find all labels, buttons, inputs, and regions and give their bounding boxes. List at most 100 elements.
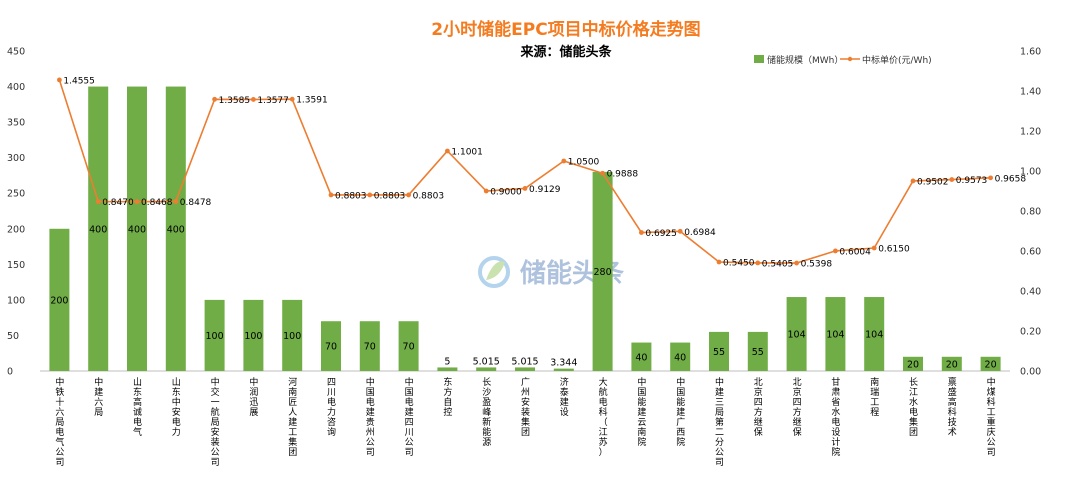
price-point <box>639 230 644 235</box>
price-point <box>949 177 955 182</box>
bar-value-label: 20 <box>985 359 997 370</box>
price-point <box>328 192 334 198</box>
y-left-tick-label: 150 <box>7 260 25 271</box>
price-point <box>755 260 761 266</box>
x-tick-label: 中建六局 <box>94 376 103 418</box>
price-value-label: 1.3591 <box>296 96 328 106</box>
bar-value-label: 280 <box>594 267 612 278</box>
bar <box>670 342 691 371</box>
x-tick-label: 中建三局第二分公司 <box>715 376 724 468</box>
bar <box>243 299 264 371</box>
bar-series <box>49 86 1001 372</box>
line-series <box>57 77 993 266</box>
chart-title: 2小时储能EPC项目中标价格走势图 <box>431 19 700 40</box>
y-right-tick-label: 0.80 <box>1020 207 1041 218</box>
price-value-label: 1.0500 <box>568 158 600 168</box>
y-right-tick-label: 0.60 <box>1020 247 1041 258</box>
x-tick-label: 中国能建广西院 <box>676 376 685 448</box>
price-value-label: 0.8478 <box>180 198 212 208</box>
price-point <box>95 199 101 205</box>
price-value-label: 0.5405 <box>762 259 794 269</box>
bar-value-label: 100 <box>283 331 301 342</box>
price-value-label: 0.8803 <box>374 191 406 201</box>
price-value-label: 0.8803 <box>335 191 367 201</box>
x-tick-label: 中煤科工重庆公司 <box>987 376 996 458</box>
bar <box>476 367 497 371</box>
price-value-label: 0.8470 <box>102 198 134 208</box>
bar <box>592 171 613 371</box>
bar-value-label: 55 <box>752 347 764 358</box>
bar-value-label: 70 <box>325 342 337 353</box>
bar <box>359 321 380 371</box>
x-tick-label: 河南匠人建工集团 <box>288 376 297 458</box>
price-value-label: 0.5450 <box>723 259 755 269</box>
price-value-label: 0.9502 <box>917 177 949 187</box>
bar-value-label: 5 <box>444 356 450 367</box>
x-tick-label: 中润迅展 <box>249 376 258 418</box>
x-tick-label: 北京四方继保 <box>793 377 802 438</box>
x-tick-label: 广州安装集团 <box>521 376 530 438</box>
bar-value-label: 100 <box>244 331 262 342</box>
bar-value-label: 400 <box>89 224 107 235</box>
y-right-tick-label: 0.20 <box>1020 327 1041 338</box>
price-point <box>522 186 528 191</box>
x-tick-label: 长江水电集团 <box>909 376 918 438</box>
y-left-tick-label: 0 <box>7 367 13 378</box>
line-labels: 1.4555 0.8470 0.8468 0.8478 1.3585 1.3577 1.35… <box>63 76 1026 269</box>
price-value-label: 1.3585 <box>219 96 251 106</box>
price-point <box>716 259 722 265</box>
price-point <box>561 158 567 164</box>
watermark-logo-icon <box>478 256 510 288</box>
bar-labels: 200 400 400 400 100 100 100 70 70 70 5 5.015 5.015 3.… <box>50 224 996 370</box>
price-value-label: 0.6004 <box>839 247 871 257</box>
x-tick-label: 中交一航局安装公司 <box>211 376 220 468</box>
bar <box>553 368 574 371</box>
price-point <box>445 148 450 154</box>
bar <box>88 86 109 372</box>
price-value-label: 1.3577 <box>257 96 289 106</box>
bar-value-label: 40 <box>674 352 686 363</box>
price-point <box>251 97 256 102</box>
bar-value-label: 104 <box>788 330 806 341</box>
price-point <box>212 96 218 102</box>
price-point <box>677 228 683 234</box>
price-value-label: 0.8468 <box>141 198 173 208</box>
y-right-tick-label: 1.00 <box>1020 167 1041 178</box>
bar-value-label: 100 <box>206 331 224 342</box>
x-tick-label: 四川电力咨询 <box>327 378 336 438</box>
y-right-tick-label: 1.60 <box>1020 47 1041 58</box>
bar <box>127 86 147 372</box>
price-value-label: 1.4555 <box>63 76 95 86</box>
price-value-label: 0.9129 <box>529 185 561 195</box>
x-tick-label: 中国电建四川公司 <box>405 376 414 458</box>
bar <box>903 356 923 371</box>
bar <box>980 356 1001 371</box>
bar <box>437 367 458 371</box>
bar <box>398 321 419 371</box>
y-left-tick-label: 450 <box>7 47 25 58</box>
price-value-label: 0.6925 <box>645 229 677 239</box>
x-tick-label: 中国电建贵州公司 <box>366 376 375 458</box>
x-tick-label: 中铁十六局电气公司 <box>55 376 64 468</box>
bar-value-label: 20 <box>907 359 919 370</box>
y-left-tick-label: 200 <box>7 224 25 235</box>
price-point <box>600 170 605 176</box>
price-point <box>483 188 489 194</box>
y-right-tick-label: 1.20 <box>1020 127 1041 138</box>
bar <box>282 299 303 371</box>
bar-value-label: 104 <box>826 330 844 341</box>
bar-value-label: 55 <box>713 347 725 358</box>
bar-value-label: 5.015 <box>511 356 538 367</box>
x-tick-label: 北京四方继保 <box>754 377 763 438</box>
price-point <box>910 178 916 184</box>
price-point <box>173 199 179 204</box>
price-point <box>289 96 295 102</box>
price-point <box>406 192 411 198</box>
price-point <box>367 192 373 198</box>
price-point <box>833 248 838 254</box>
bar-value-label: 104 <box>865 330 883 341</box>
y-right-tick-label: 0.40 <box>1020 287 1041 298</box>
bar <box>515 367 535 371</box>
y-left-tick-label: 400 <box>7 82 25 93</box>
y-right-tick-label: 0.00 <box>1020 367 1041 378</box>
